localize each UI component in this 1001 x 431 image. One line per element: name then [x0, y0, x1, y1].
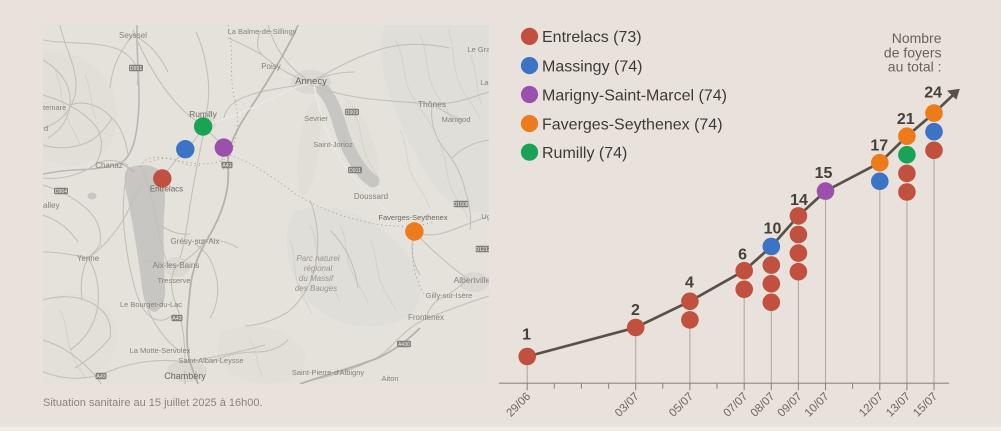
svg-text:Marigny-Saint-Marcel (74): Marigny-Saint-Marcel (74): [542, 87, 727, 104]
svg-text:Le Gran: Le Gran: [467, 45, 494, 54]
svg-text:Rumilly: Rumilly: [189, 109, 218, 119]
svg-text:07/07: 07/07: [721, 391, 750, 420]
svg-text:05/07: 05/07: [667, 391, 696, 420]
svg-text:Annecy: Annecy: [295, 76, 327, 87]
svg-text:au total :: au total :: [888, 59, 942, 75]
svg-text:A41: A41: [222, 163, 231, 169]
svg-text:Yenne: Yenne: [77, 254, 100, 263]
svg-text:08/07: 08/07: [749, 391, 778, 420]
svg-text:La Cl: La Cl: [480, 78, 498, 87]
svg-text:Faverges-Seythenex: Faverges-Seythenex: [378, 213, 447, 222]
svg-text:régional: régional: [304, 264, 333, 273]
svg-text:29/06: 29/06: [504, 391, 533, 420]
svg-text:15: 15: [815, 165, 833, 182]
svg-text:Chanaz: Chanaz: [95, 161, 123, 170]
svg-text:Situation sanitaire au 15 juil: Situation sanitaire au 15 juillet 2025 à…: [43, 397, 263, 409]
svg-text:Saint-Alban-Leysse: Saint-Alban-Leysse: [178, 356, 243, 365]
svg-text:Sevrier: Sevrier: [304, 114, 328, 123]
svg-text:15/07: 15/07: [911, 391, 940, 420]
svg-text:Frontenex: Frontenex: [408, 313, 444, 322]
svg-text:Thônes: Thônes: [418, 99, 446, 109]
svg-text:A430: A430: [398, 342, 410, 348]
svg-text:Saint-Jorioz: Saint-Jorioz: [313, 140, 353, 149]
svg-text:D904: D904: [55, 189, 68, 195]
svg-text:21: 21: [897, 111, 915, 128]
svg-text:D909: D909: [346, 110, 359, 116]
svg-text:Chambéry: Chambéry: [164, 371, 206, 381]
svg-text:Gilly-sur-Isère: Gilly-sur-Isère: [426, 291, 473, 300]
svg-text:Parc naturel: Parc naturel: [296, 254, 339, 263]
svg-text:2: 2: [631, 302, 640, 319]
svg-text:Ugin: Ugin: [481, 212, 496, 221]
svg-text:Entrelacs: Entrelacs: [150, 185, 183, 194]
svg-text:des Bauges: des Bauges: [295, 284, 337, 293]
svg-text:D991: D991: [130, 66, 143, 72]
svg-text:Nombre: Nombre: [892, 30, 942, 46]
svg-text:temare: temare: [43, 103, 66, 112]
svg-text:09/07: 09/07: [776, 391, 805, 420]
svg-text:24: 24: [924, 85, 942, 102]
svg-text:Grésy-sur-Aix: Grésy-sur-Aix: [171, 237, 220, 246]
svg-text:Tresserve: Tresserve: [157, 276, 190, 285]
svg-text:A43: A43: [172, 316, 181, 322]
svg-text:Aiton: Aiton: [381, 374, 398, 383]
svg-text:Saint-Pierre-d'Albigny: Saint-Pierre-d'Albigny: [292, 368, 365, 377]
svg-text:10/07: 10/07: [803, 391, 832, 420]
svg-text:1: 1: [522, 327, 531, 344]
svg-text:Doussard: Doussard: [354, 192, 388, 201]
svg-text:Le Bourget-du-Lac: Le Bourget-du-Lac: [120, 300, 182, 309]
svg-text:14: 14: [790, 192, 808, 209]
svg-text:4: 4: [685, 275, 694, 292]
svg-text:La Balme-de-Sillingy: La Balme-de-Sillingy: [228, 27, 297, 36]
svg-text:Manigod: Manigod: [442, 115, 471, 124]
svg-text:La Motte-Servolex: La Motte-Servolex: [130, 346, 191, 355]
svg-text:d: d: [44, 124, 48, 133]
svg-text:de foyers: de foyers: [884, 45, 942, 61]
svg-text:Massingy (74): Massingy (74): [542, 58, 642, 75]
svg-text:Poisy: Poisy: [261, 62, 281, 71]
svg-text:du Massif: du Massif: [299, 274, 334, 283]
svg-text:A43: A43: [96, 374, 105, 380]
svg-text:D1508: D1508: [453, 202, 468, 208]
svg-text:17: 17: [870, 138, 888, 155]
svg-text:Entrelacs (73): Entrelacs (73): [542, 29, 642, 46]
svg-text:D1212: D1212: [475, 247, 490, 253]
svg-text:Rumilly (74): Rumilly (74): [542, 145, 627, 162]
svg-text:6: 6: [738, 247, 747, 264]
svg-text:10: 10: [764, 221, 782, 238]
svg-text:Seyssel: Seyssel: [119, 31, 147, 40]
svg-text:Albertville: Albertville: [454, 275, 491, 285]
svg-text:alley: alley: [43, 201, 59, 210]
svg-text:03/07: 03/07: [613, 391, 642, 420]
svg-text:D911: D911: [349, 168, 361, 174]
svg-text:Aix-les-Bains: Aix-les-Bains: [153, 261, 200, 270]
svg-text:13/07: 13/07: [884, 391, 913, 420]
svg-text:12/07: 12/07: [857, 391, 886, 420]
svg-text:Faverges-Seythenex (74): Faverges-Seythenex (74): [542, 116, 723, 133]
